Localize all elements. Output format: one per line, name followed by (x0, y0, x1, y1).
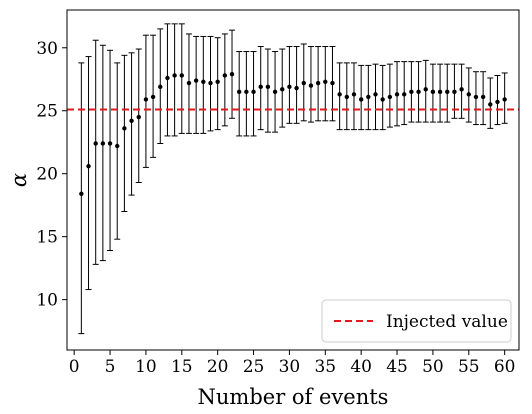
data-point (136, 114, 141, 120)
data-point (337, 92, 342, 97)
y-tick-label: 10 (36, 291, 58, 311)
data-point (280, 87, 285, 92)
legend: Injected value (321, 299, 512, 343)
data-point (301, 80, 306, 86)
data-point (244, 89, 249, 95)
x-axis-ticks: 0 5 10 15 20 25 30 35 40 45 50 55 60 (69, 350, 516, 377)
data-point (186, 80, 192, 86)
data-point (430, 89, 436, 95)
x-tick-label: 45 (386, 357, 408, 377)
data-point (258, 84, 263, 90)
data-point (272, 89, 278, 95)
data-point (129, 118, 134, 124)
data-point (358, 97, 364, 102)
data-point (480, 94, 486, 100)
data-point (251, 89, 256, 95)
data-point (380, 97, 385, 102)
data-point (158, 84, 163, 90)
data-point (344, 94, 350, 100)
data-point (294, 85, 299, 91)
x-tick-label: 50 (422, 357, 444, 377)
data-point (229, 72, 235, 77)
x-axis-label: Number of events (198, 385, 389, 409)
x-tick-label: 30 (279, 357, 301, 377)
y-tick-label: 30 (36, 39, 58, 59)
data-point (373, 92, 378, 97)
x-tick-label: 25 (243, 357, 265, 377)
data-point (323, 79, 328, 84)
data-point (315, 80, 321, 86)
data-point (330, 80, 335, 86)
data-point (366, 94, 371, 100)
data-point (409, 89, 414, 95)
y-tick-label: 20 (36, 165, 58, 185)
legend-injected-label: Injected value (386, 312, 508, 332)
legend-box (321, 299, 512, 343)
x-tick-label: 35 (314, 357, 336, 377)
data-point (165, 75, 170, 81)
data-point (402, 92, 407, 97)
x-tick-label: 15 (171, 357, 193, 377)
data-point (193, 78, 199, 83)
data-point (79, 191, 84, 197)
x-tick-label: 55 (458, 357, 480, 377)
data-point (502, 97, 507, 102)
data-point (308, 83, 314, 88)
data-point (222, 73, 228, 78)
x-tick-label: 0 (69, 357, 80, 377)
data-points (79, 72, 507, 197)
x-tick-label: 5 (105, 357, 116, 377)
data-point (423, 87, 428, 92)
data-point (394, 92, 400, 97)
data-point (93, 141, 98, 146)
data-point (179, 73, 184, 78)
plot-frame (66, 9, 520, 351)
data-point (143, 97, 149, 102)
data-point (150, 94, 156, 100)
data-point (265, 84, 271, 90)
data-point (387, 94, 393, 100)
data-point (437, 89, 443, 95)
data-point (416, 89, 421, 95)
error-bars (78, 23, 508, 335)
data-point (287, 84, 292, 90)
y-axis-label: α (7, 173, 31, 187)
data-point (495, 99, 500, 105)
data-point (208, 80, 213, 86)
data-point (473, 94, 479, 100)
data-point (201, 79, 206, 84)
data-point (86, 163, 91, 169)
data-point (215, 79, 220, 84)
data-point (107, 141, 113, 146)
data-point (236, 89, 242, 95)
data-point (122, 126, 127, 131)
y-tick-label: 25 (36, 102, 58, 122)
x-tick-label: 60 (494, 357, 516, 377)
data-point (115, 143, 120, 149)
data-point (172, 73, 177, 78)
data-point (459, 87, 464, 92)
x-tick-label: 20 (207, 357, 229, 377)
x-tick-label: 10 (135, 357, 157, 377)
y-axis-ticks: 10 15 20 25 30 (36, 39, 67, 311)
x-tick-label: 40 (350, 357, 372, 377)
y-tick-label: 15 (36, 228, 58, 248)
data-point (100, 141, 106, 146)
data-point (488, 102, 493, 107)
data-point (351, 92, 357, 97)
data-point (466, 92, 471, 97)
data-point (445, 89, 450, 95)
data-point (452, 89, 457, 95)
